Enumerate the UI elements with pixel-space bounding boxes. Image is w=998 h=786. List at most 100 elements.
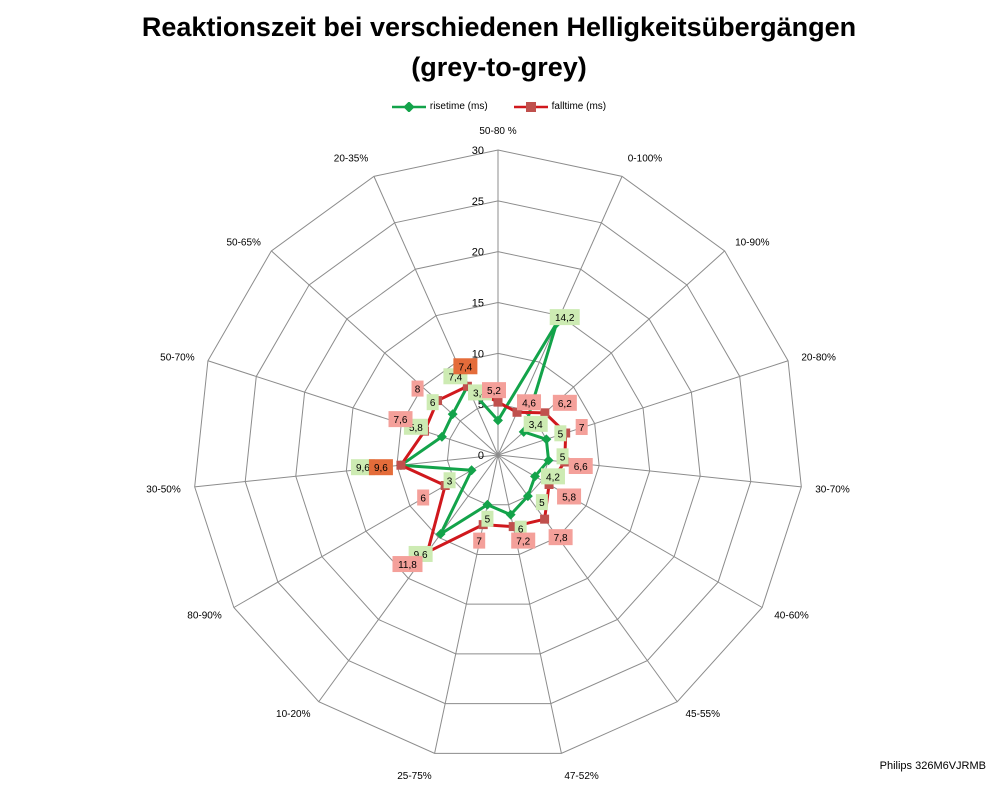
legend-marker-risetime [391,101,426,112]
data-label-box [453,358,478,375]
risetime-point [482,499,493,510]
grid-ring-25 [244,200,752,705]
data-label-box [511,532,536,549]
falltime-point [512,407,522,417]
risetime-point [493,415,503,426]
data-label-box [388,411,413,428]
risetime-point [436,431,447,442]
chart-title: Reaktionszeit bei verschiedenen Helligke… [141,12,857,42]
category-label: 20-80% [801,352,836,363]
tick-label: 10 [472,348,484,360]
grid-ring-20 [295,251,701,655]
grid-spoke [194,454,499,488]
data-label-box [368,459,393,476]
tick-label: 0 [478,450,484,462]
risetime-data-label: 5 [485,515,491,526]
tick-label: 5 [478,399,484,411]
falltime-point [544,479,554,489]
data-label-box [556,448,569,465]
data-label-box [548,529,573,546]
risetime-data-label: 3,4 [473,388,487,399]
falltime-data-label: 7,8 [554,533,568,544]
category-label: 47-52% [564,771,599,782]
tick-label: 20 [472,247,484,259]
falltime-point [493,397,503,407]
grid-ring-15 [345,301,651,605]
risetime-data-label: 5,8 [409,423,423,434]
grid-spoke [497,454,562,754]
falltime-data-label: 5,2 [487,386,501,397]
falltime-data-label: 6,6 [574,462,588,473]
falltime-point [396,460,406,470]
risetime-data-label: 3 [447,476,453,487]
data-label-box [417,489,430,506]
data-label-box [552,394,577,411]
falltime-data-label: 7,2 [516,537,530,548]
falltime-data-label: 11,8 [398,560,417,571]
data-label-box [426,394,439,411]
series-line-falltime [399,384,568,554]
legend-label-risetime: risetime (ms) [429,101,488,112]
category-label: 10-20% [276,709,311,720]
falltime-point [540,408,550,418]
category-label: 10-90% [735,238,770,249]
falltime-data-label: 7,6 [394,415,408,426]
legend-item-risetime: risetime (ms) [391,101,488,112]
risetime-data-label: 7,4 [448,372,462,383]
risetime-point [541,434,552,445]
risetime-point [435,529,446,539]
falltime-data-label: 6 [420,494,426,505]
falltime-data-label: 5,8 [562,492,576,503]
data-label-box [557,488,582,505]
falltime-data-label: 7,4 [458,362,472,373]
category-label: 45-55% [686,709,721,720]
risetime-point [522,491,533,502]
risetime-point [447,409,458,420]
grid-spoke [497,454,678,703]
series-line-risetime [399,321,559,536]
risetime-data-label: 4,2 [546,472,560,483]
data-label-box [540,468,565,485]
category-label: 80-90% [187,611,222,622]
tick-label: 30 [472,145,484,157]
data-label-box [575,419,588,436]
radar-grid: 0 5 10 15 20 25 30 50-80 % 0-100% 10-90% 20-80% 30-… [146,126,850,782]
category-label: 50-65% [226,238,261,249]
grid-ring-10 [396,352,600,555]
data-label-box [554,425,567,442]
category-label: 30-50% [146,484,181,495]
falltime-point [508,522,518,532]
data-label-box [473,532,486,549]
falltime-data-label: 7 [476,537,482,548]
category-label: 0-100% [628,154,663,165]
data-label-box [481,510,494,527]
risetime-point [466,465,477,476]
falltime-data-label: 4,6 [522,398,536,409]
data-label-box [568,458,593,475]
grid-spoke [318,454,499,703]
category-label: 25-75% [397,771,432,782]
falltime-data-label: 9,6 [374,463,388,474]
risetime-data-label: 6 [518,525,524,536]
legend-marker-falltime [513,101,548,112]
grid-spoke [233,454,499,608]
tick-label: 15 [472,298,484,310]
risetime-point [543,455,554,466]
grid-spoke [373,176,499,456]
data-label-box [523,415,548,432]
grid-spoke [207,360,499,456]
risetime-data-label: 5 [558,429,564,440]
falltime-data-label: 6,2 [558,399,572,410]
tick-label: 25 [472,196,484,208]
legend: risetime (ms) falltime (ms) [0,101,998,112]
data-label-box [392,556,423,573]
risetime-data-label: 5 [560,452,566,463]
risetime-point [530,471,540,482]
data-label-box [535,494,548,511]
category-label: 50-70% [160,352,195,363]
falltime-data-label: 7 [579,423,585,434]
risetime-data-label: 14,2 [555,313,575,324]
falltime-data-label: 8 [415,385,421,396]
